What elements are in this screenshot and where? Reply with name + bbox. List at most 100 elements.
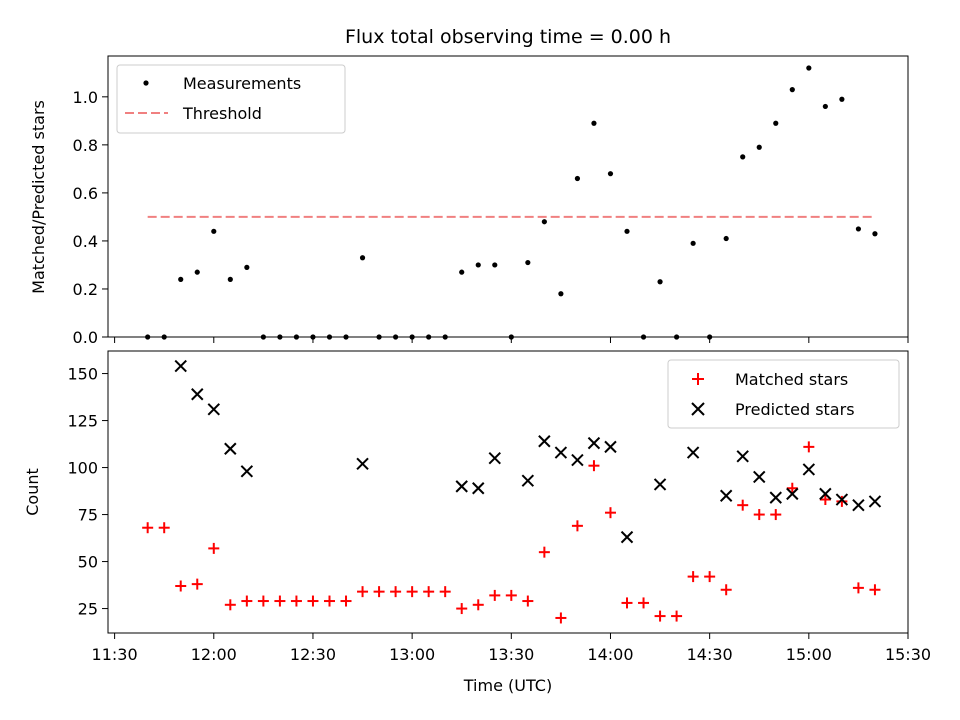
matched-star-point	[340, 595, 352, 607]
legend-measurements-label: Measurements	[183, 74, 301, 93]
bottom-legend: Matched stars Predicted stars	[667, 359, 900, 429]
measurement-point	[178, 276, 184, 282]
predicted-star-point	[835, 493, 849, 506]
predicted-star-point	[753, 470, 766, 484]
bottom-x-axis: 11:30 12:00 12:30 13:00 13:30 14:00 14:30 15:00…	[92, 633, 931, 664]
bottom-x-tick-label: 14:00	[587, 645, 633, 664]
predicted-star-point	[852, 498, 865, 512]
matched-star-point	[555, 612, 567, 624]
top-y-tick-label: 0.6	[73, 184, 98, 203]
matched-star-point	[175, 580, 187, 592]
matched-star-point	[489, 589, 501, 601]
predicted-star-point	[224, 442, 237, 455]
predicted-star-point	[191, 388, 204, 401]
bottom-y-tick-label: 75	[78, 506, 98, 525]
matched-star-point	[604, 507, 616, 519]
matched-star-point	[819, 494, 831, 506]
predicted-star-point	[786, 487, 799, 501]
bottom-x-tick-label: 15:30	[885, 645, 931, 664]
matched-star-point	[671, 610, 683, 622]
matched-star-point	[704, 571, 716, 583]
matched-star-point	[753, 509, 765, 521]
measurement-point	[740, 154, 746, 160]
matched-star-point	[571, 520, 583, 532]
predicted-star-point	[488, 451, 501, 465]
top-legend-frame	[116, 64, 346, 134]
predicted-stars-points	[174, 359, 882, 544]
predicted-star-point	[455, 480, 468, 493]
predicted-star-point	[472, 482, 485, 495]
bottom-x-tick-label: 12:00	[191, 645, 237, 664]
measurement-point	[624, 228, 630, 234]
predicted-star-point	[719, 489, 733, 502]
measurement-point	[839, 96, 845, 102]
matched-star-point	[505, 589, 517, 601]
top-legend: Measurements Threshold	[116, 64, 346, 134]
measurement-point	[558, 291, 564, 297]
matched-star-point	[357, 586, 369, 598]
predicted-star-point	[819, 487, 832, 501]
matched-star-point	[737, 499, 749, 511]
matched-star-point	[472, 599, 484, 611]
measurement-point	[525, 259, 531, 266]
bottom-x-tick-label: 13:00	[389, 645, 435, 664]
matched-star-point	[257, 595, 269, 607]
matched-star-point	[158, 522, 170, 534]
measurement-point	[822, 103, 828, 110]
predicted-star-point	[736, 450, 749, 463]
top-x-axis-ticks	[114, 337, 909, 343]
bottom-x-tick-label: 12:30	[290, 645, 336, 664]
matched-star-point	[406, 586, 418, 598]
top-y-tick-label: 0.8	[73, 136, 98, 155]
measurement-point	[690, 240, 696, 246]
measurement-point	[855, 226, 862, 232]
bottom-plot-frame	[107, 350, 909, 634]
measurement-point	[607, 171, 614, 177]
top-y-tick-label: 1.0	[73, 88, 98, 107]
bottom-x-axis-label: Time (UTC)	[463, 676, 552, 695]
predicted-star-point	[653, 478, 667, 491]
matched-star-point	[654, 610, 666, 622]
measurement-point	[591, 120, 597, 126]
legend-predicted-label: Predicted stars	[735, 400, 855, 419]
top-panel: Flux total observing time = 0.00 h 0.0 0.…	[29, 26, 909, 347]
top-y-tick-label: 0.0	[73, 328, 98, 347]
measurement-point	[492, 262, 498, 268]
matched-star-point	[274, 595, 286, 607]
predicted-star-point	[802, 463, 816, 476]
legend-matched-label: Matched stars	[735, 370, 848, 389]
matched-star-point	[621, 597, 633, 609]
measurement-point	[756, 144, 762, 150]
matched-star-point	[456, 603, 468, 615]
matched-star-point	[307, 595, 319, 607]
measurement-point	[194, 269, 200, 275]
predicted-star-point	[587, 436, 601, 450]
predicted-star-point	[571, 453, 584, 467]
measurement-point	[789, 87, 795, 93]
top-y-tick-label: 0.2	[73, 280, 98, 299]
matched-star-point	[852, 582, 864, 594]
bottom-y-tick-label: 150	[67, 365, 98, 384]
predicted-star-point	[538, 435, 551, 448]
legend-matched-marker	[692, 373, 704, 385]
predicted-star-point	[174, 359, 187, 373]
measurement-point	[541, 219, 547, 225]
measurement-point	[773, 120, 779, 126]
measurement-point	[657, 279, 663, 285]
matched-stars-points	[142, 441, 881, 624]
predicted-star-point	[207, 403, 220, 416]
measurement-point	[723, 235, 729, 242]
predicted-star-point	[868, 495, 882, 508]
matched-star-point	[290, 595, 302, 607]
predicted-star-point	[240, 465, 254, 478]
predicted-star-point	[769, 491, 782, 504]
measurement-point	[872, 231, 878, 237]
legend-measurements-marker	[143, 80, 149, 86]
measurement-point	[806, 65, 812, 71]
predicted-star-point	[686, 446, 700, 459]
bottom-y-axis-label: Count	[23, 468, 42, 516]
top-chart-title: Flux total observing time = 0.00 h	[345, 26, 671, 48]
bottom-x-tick-label: 14:30	[687, 645, 733, 664]
bottom-y-axis: 25 50 75 100 125 150	[67, 365, 108, 619]
